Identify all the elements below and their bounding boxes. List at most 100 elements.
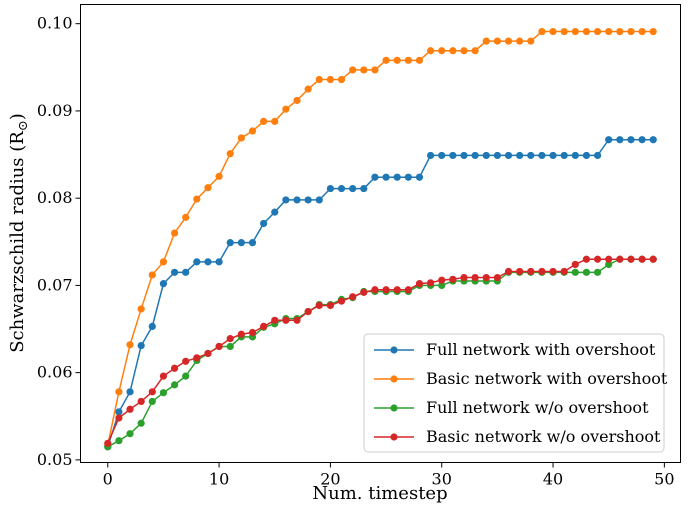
data-point: [126, 430, 134, 438]
data-point: [148, 322, 156, 331]
data-point: [627, 27, 635, 36]
x-tick-label: 0: [103, 470, 113, 489]
data-point: [326, 184, 335, 193]
data-point: [582, 151, 591, 160]
data-point: [627, 136, 635, 144]
data-point: [538, 27, 546, 36]
data-point: [605, 260, 613, 269]
data-point: [638, 136, 646, 144]
data-point: [260, 322, 268, 331]
data-point: [360, 66, 368, 74]
data-point: [304, 85, 312, 93]
data-point: [471, 273, 479, 282]
data-point: [404, 56, 412, 64]
data-point: [293, 316, 301, 324]
data-point: [504, 37, 513, 45]
data-point: [337, 184, 346, 193]
data-point: [649, 136, 657, 144]
data-point: [159, 389, 168, 397]
data-point: [215, 258, 223, 266]
data-point: [170, 268, 179, 276]
data-point: [271, 208, 279, 216]
y-axis-label: Schwarzschild radius (R⊙): [7, 113, 31, 353]
data-point: [549, 267, 557, 276]
plot-frame: [80, 4, 681, 463]
data-point: [271, 117, 279, 125]
data-point: [649, 255, 657, 263]
data-point: [115, 414, 123, 422]
data-point: [605, 27, 613, 36]
data-point: [527, 267, 535, 276]
data-point: [582, 255, 591, 263]
data-point: [404, 173, 412, 181]
data-point: [248, 127, 257, 135]
data-point: [393, 173, 401, 181]
data-point: [182, 372, 190, 380]
data-point: [115, 408, 123, 416]
data-point: [137, 342, 145, 350]
data-point: [226, 335, 234, 343]
data-point: [337, 75, 346, 84]
data-point: [248, 328, 257, 337]
data-point: [193, 354, 201, 362]
data-point: [349, 66, 357, 74]
data-point: [449, 151, 457, 160]
series-0: [104, 136, 657, 451]
data-point: [426, 151, 435, 160]
data-point: [137, 397, 145, 406]
y-axis-label-close: ): [7, 113, 28, 120]
y-tick-label: 0.09: [37, 101, 73, 120]
data-point: [393, 286, 401, 294]
data-point: [148, 271, 156, 279]
data-point: [649, 27, 657, 36]
data-point: [237, 134, 245, 142]
data-point: [560, 151, 568, 160]
x-axis-label: Num. timestep: [312, 483, 447, 504]
x-tick-label: 40: [543, 470, 563, 489]
data-point: [415, 56, 424, 64]
y-tick-label: 0.05: [37, 450, 73, 469]
data-point: [616, 255, 624, 263]
data-point: [460, 151, 468, 160]
data-point: [493, 151, 501, 160]
data-point: [326, 301, 335, 310]
data-point: [571, 151, 579, 160]
data-point: [527, 37, 535, 45]
data-point: [438, 151, 446, 160]
data-point: [527, 151, 535, 160]
data-point: [593, 255, 602, 263]
data-point: [159, 258, 168, 266]
data-point: [193, 258, 201, 266]
data-point: [226, 150, 234, 158]
data-point: [482, 151, 490, 160]
data-point: [382, 56, 390, 64]
data-point: [638, 255, 646, 263]
data-point: [170, 381, 179, 389]
series-1: [104, 27, 657, 449]
x-tick-label: 30: [432, 470, 452, 489]
data-point: [504, 151, 513, 160]
legend-marker: [390, 433, 398, 441]
data-point: [627, 255, 635, 263]
data-point: [504, 267, 513, 276]
data-point: [326, 75, 335, 84]
data-point: [282, 196, 290, 204]
data-point: [605, 136, 613, 144]
y-axis: 0.05 0.06 0.07 0.08 0.09 0.10: [37, 14, 81, 469]
data-point: [571, 27, 579, 36]
data-point: [282, 316, 290, 324]
data-point: [560, 267, 568, 276]
data-point: [315, 301, 323, 310]
data-point: [571, 260, 579, 269]
data-point: [516, 37, 524, 45]
data-point: [438, 281, 446, 290]
legend-box: [363, 333, 665, 453]
data-point: [215, 172, 223, 180]
data-point: [449, 275, 457, 283]
data-point: [115, 437, 123, 445]
data-point: [182, 268, 190, 276]
data-point: [605, 255, 613, 263]
data-point: [126, 405, 134, 413]
data-point: [549, 27, 557, 36]
data-point: [538, 151, 546, 160]
